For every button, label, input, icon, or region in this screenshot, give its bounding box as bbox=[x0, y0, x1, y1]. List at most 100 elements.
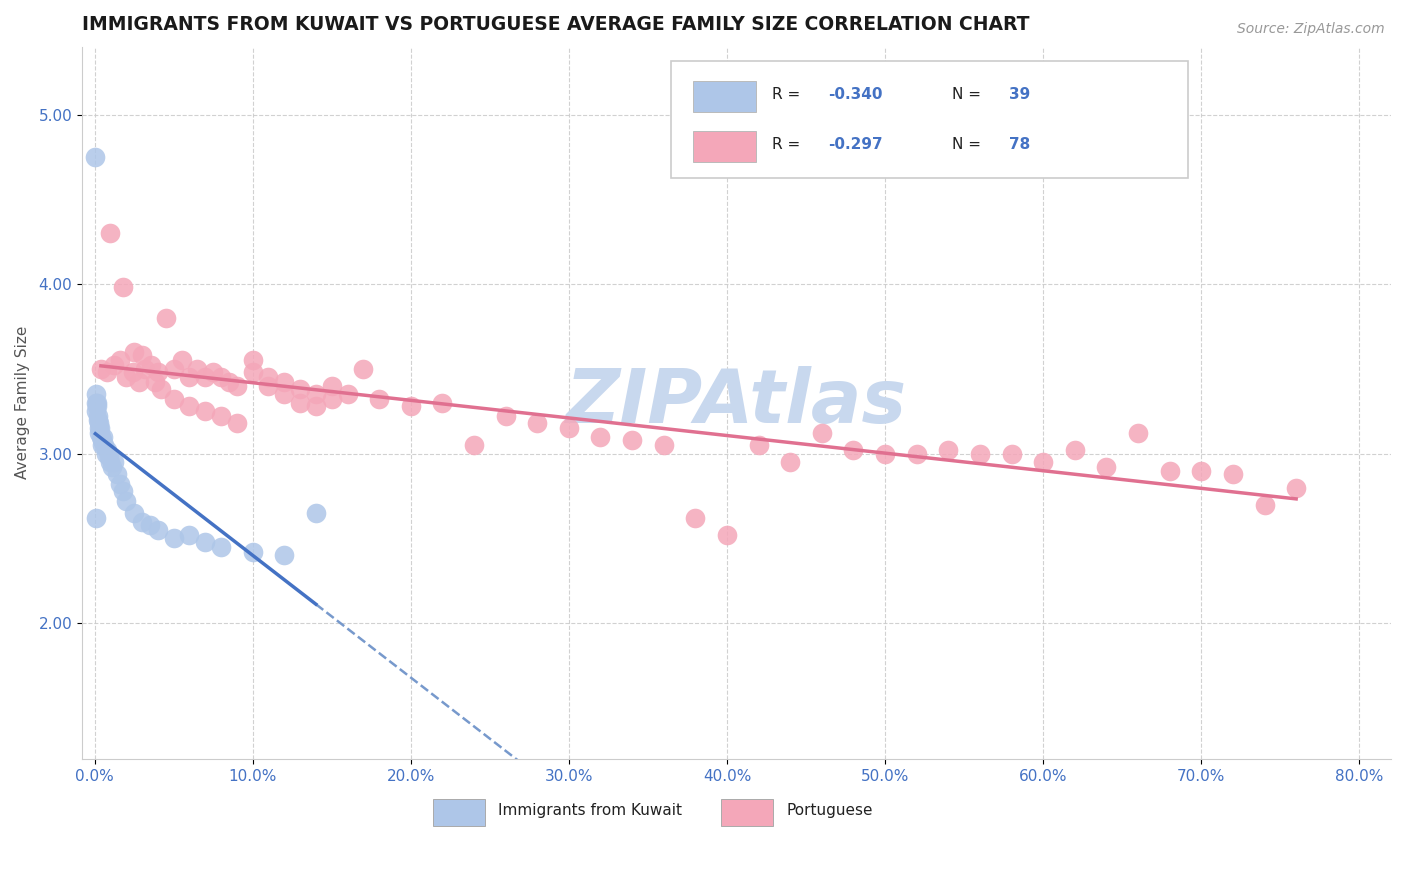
Point bbox=[143, 376, 166, 390]
Point bbox=[1222, 467, 1244, 481]
Text: -0.340: -0.340 bbox=[828, 87, 883, 102]
Point bbox=[87, 409, 110, 424]
Point bbox=[146, 523, 169, 537]
Point bbox=[621, 433, 644, 447]
Point bbox=[842, 443, 865, 458]
Point bbox=[155, 311, 177, 326]
Point bbox=[225, 379, 247, 393]
Point bbox=[122, 345, 145, 359]
Point bbox=[811, 426, 834, 441]
Point bbox=[87, 426, 110, 441]
Point bbox=[179, 370, 201, 384]
Point bbox=[288, 396, 311, 410]
Point bbox=[162, 532, 184, 546]
Point bbox=[257, 379, 280, 393]
Point bbox=[112, 483, 135, 498]
Point bbox=[218, 376, 240, 390]
Point bbox=[100, 455, 122, 469]
FancyBboxPatch shape bbox=[433, 799, 485, 826]
Point bbox=[84, 396, 107, 410]
Point bbox=[170, 353, 193, 368]
Point bbox=[100, 226, 122, 240]
Point bbox=[558, 421, 581, 435]
Point bbox=[108, 477, 131, 491]
Point bbox=[105, 467, 128, 481]
Point bbox=[305, 399, 328, 413]
Point bbox=[115, 494, 138, 508]
Text: Source: ZipAtlas.com: Source: ZipAtlas.com bbox=[1237, 22, 1385, 37]
Point bbox=[93, 438, 115, 452]
Point bbox=[242, 353, 264, 368]
Point bbox=[86, 396, 108, 410]
Point bbox=[1253, 498, 1275, 512]
Point bbox=[131, 348, 153, 362]
Point bbox=[96, 443, 118, 458]
Point bbox=[1126, 426, 1149, 441]
Text: 78: 78 bbox=[1008, 136, 1031, 152]
Point bbox=[1159, 464, 1181, 478]
Point bbox=[1285, 481, 1308, 495]
Point bbox=[128, 376, 150, 390]
Point bbox=[685, 511, 707, 525]
Point bbox=[149, 382, 172, 396]
Point bbox=[87, 421, 110, 435]
Point bbox=[432, 396, 454, 410]
Point bbox=[1095, 460, 1118, 475]
Point bbox=[495, 409, 517, 424]
FancyBboxPatch shape bbox=[693, 81, 756, 112]
Point bbox=[875, 447, 897, 461]
Text: R =: R = bbox=[772, 87, 806, 102]
Point bbox=[97, 450, 120, 464]
Point bbox=[91, 438, 114, 452]
Point bbox=[89, 421, 111, 435]
Point bbox=[1032, 455, 1054, 469]
Point bbox=[336, 387, 359, 401]
Point bbox=[202, 365, 225, 379]
FancyBboxPatch shape bbox=[721, 799, 773, 826]
Point bbox=[84, 387, 107, 401]
Point bbox=[108, 353, 131, 368]
Point bbox=[86, 399, 108, 413]
Point bbox=[131, 515, 153, 529]
Point bbox=[273, 387, 295, 401]
FancyBboxPatch shape bbox=[671, 61, 1188, 178]
Point bbox=[90, 430, 112, 444]
Point bbox=[89, 416, 111, 430]
Text: N =: N = bbox=[952, 136, 987, 152]
Point bbox=[112, 280, 135, 294]
Point bbox=[779, 455, 801, 469]
Point bbox=[273, 549, 295, 563]
Text: -0.297: -0.297 bbox=[828, 136, 883, 152]
Point bbox=[1000, 447, 1022, 461]
Point bbox=[96, 365, 118, 379]
Point bbox=[91, 430, 114, 444]
Y-axis label: Average Family Size: Average Family Size bbox=[15, 326, 30, 480]
Point bbox=[194, 404, 217, 418]
Point bbox=[141, 359, 163, 373]
Point bbox=[139, 517, 162, 532]
Text: R =: R = bbox=[772, 136, 806, 152]
Point bbox=[257, 370, 280, 384]
Point bbox=[1063, 443, 1085, 458]
Point bbox=[242, 365, 264, 379]
Point bbox=[162, 362, 184, 376]
Point bbox=[162, 392, 184, 407]
FancyBboxPatch shape bbox=[693, 131, 756, 162]
Point bbox=[194, 534, 217, 549]
Point bbox=[905, 447, 928, 461]
Point bbox=[84, 511, 107, 525]
Point bbox=[87, 413, 110, 427]
Point bbox=[179, 528, 201, 542]
Point bbox=[186, 362, 208, 376]
Point bbox=[936, 443, 959, 458]
Point bbox=[86, 404, 108, 418]
Point bbox=[121, 365, 143, 379]
Point bbox=[305, 506, 328, 520]
Point bbox=[352, 362, 374, 376]
Point bbox=[209, 409, 232, 424]
Point bbox=[90, 433, 112, 447]
Point bbox=[90, 362, 112, 376]
Point bbox=[321, 379, 343, 393]
Point bbox=[242, 545, 264, 559]
Point bbox=[399, 399, 422, 413]
